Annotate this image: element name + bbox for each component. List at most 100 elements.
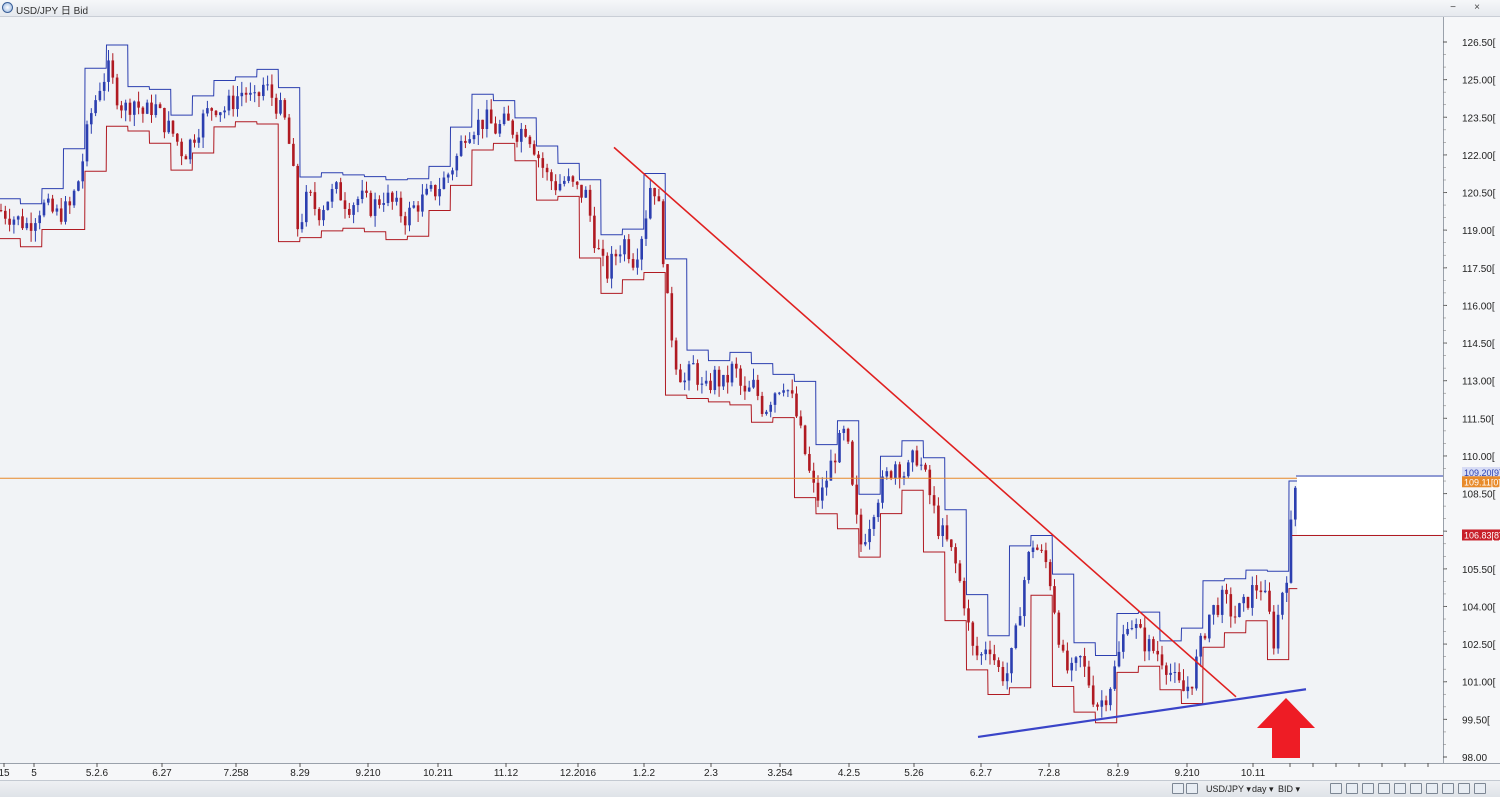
- candle-body: [240, 92, 244, 97]
- instrument-selector[interactable]: USD/JPY ▾: [1206, 784, 1251, 794]
- zoom-out-icon[interactable]: [1362, 783, 1374, 794]
- candle: [941, 518, 944, 547]
- candle-body: [373, 199, 377, 216]
- bid-price-label: 106.83[8]: [1464, 530, 1500, 540]
- candle: [171, 120, 175, 137]
- candle: [55, 204, 59, 216]
- scroll-left-icon[interactable]: [1172, 783, 1184, 794]
- candle-body: [1246, 596, 1250, 608]
- x-tick-label: 7.2.8: [1038, 768, 1061, 779]
- y-tick-label: 108.50[: [1462, 490, 1496, 501]
- candle-body: [640, 238, 643, 260]
- candle-body: [485, 109, 489, 129]
- zoom-in-icon[interactable]: [1346, 783, 1358, 794]
- candle-body: [468, 139, 471, 143]
- candle: [511, 119, 514, 139]
- candle-body: [111, 60, 115, 78]
- y-tick-label: 113.00[: [1462, 377, 1495, 388]
- candle-body: [107, 60, 110, 82]
- candle: [382, 192, 385, 212]
- candle: [747, 380, 751, 392]
- candle-body: [765, 411, 768, 414]
- candle-body: [1220, 589, 1224, 615]
- candle: [593, 206, 596, 253]
- candle-body: [747, 387, 751, 392]
- candle: [335, 181, 338, 194]
- candle: [640, 236, 643, 271]
- candle-body: [128, 102, 132, 115]
- x-tick-label: 6.2.7: [970, 768, 993, 779]
- close-button[interactable]: ×: [1474, 2, 1480, 13]
- crosshair-icon[interactable]: [1330, 783, 1342, 794]
- candle: [425, 183, 428, 196]
- candle-body: [756, 379, 760, 396]
- candle-body: [846, 428, 850, 442]
- candle: [524, 124, 527, 138]
- candle: [1294, 486, 1297, 527]
- candle-body: [924, 464, 927, 470]
- candle-body: [881, 476, 884, 503]
- candle: [386, 184, 390, 207]
- candle: [1044, 542, 1048, 569]
- candle-body: [197, 137, 201, 143]
- x-tick-label: 5.2.6: [86, 768, 109, 779]
- candle-body: [567, 176, 570, 181]
- candle: [451, 167, 454, 181]
- candle-body: [795, 393, 798, 417]
- candle: [412, 201, 416, 209]
- candle: [1100, 690, 1104, 718]
- candle-body: [829, 460, 833, 481]
- draw-tools-icon[interactable]: [1410, 783, 1422, 794]
- menu-icon[interactable]: [1474, 783, 1486, 794]
- candle-body: [743, 385, 747, 392]
- candle: [373, 192, 377, 227]
- candle-body: [739, 368, 742, 386]
- ask-price-label: 109.20[9]: [1464, 468, 1500, 478]
- candle: [885, 467, 889, 480]
- period-selector[interactable]: day ▾: [1252, 784, 1274, 794]
- candle-body: [584, 189, 588, 198]
- minimize-button[interactable]: −: [1450, 2, 1456, 13]
- candle: [1134, 618, 1138, 639]
- candle-body: [1199, 635, 1202, 657]
- candle: [722, 374, 725, 391]
- candle: [674, 337, 678, 375]
- candle-body: [21, 216, 24, 229]
- candle-body: [1079, 655, 1082, 658]
- candle: [821, 477, 824, 509]
- price-axis[interactable]: [1443, 17, 1500, 763]
- candle: [223, 106, 226, 119]
- print-icon[interactable]: [1458, 783, 1470, 794]
- candle: [1143, 617, 1147, 662]
- save-icon[interactable]: [1442, 783, 1454, 794]
- indicator-icon[interactable]: [1426, 783, 1438, 794]
- candle-body: [309, 191, 312, 193]
- candle: [937, 497, 940, 540]
- candle-body: [369, 192, 373, 216]
- candle-body: [696, 363, 699, 385]
- grid-icon[interactable]: [1378, 783, 1390, 794]
- candle: [954, 543, 957, 574]
- candle-body: [180, 141, 183, 157]
- candle: [244, 87, 248, 103]
- candle-body: [614, 253, 618, 257]
- candle-body: [408, 207, 411, 226]
- candle-body: [300, 222, 304, 230]
- scroll-right-icon[interactable]: [1186, 783, 1198, 794]
- candle: [726, 365, 729, 394]
- candle: [545, 163, 549, 181]
- candle: [300, 213, 304, 233]
- x-tick-label: 8.2.9: [1107, 768, 1130, 779]
- candle: [481, 119, 484, 139]
- candle-body: [313, 192, 317, 210]
- time-axis[interactable]: [0, 763, 1500, 781]
- candle: [876, 499, 880, 522]
- x-tick-label: 5.26: [904, 768, 924, 779]
- settings-icon[interactable]: [1394, 783, 1406, 794]
- side-selector[interactable]: BID ▾: [1278, 784, 1301, 794]
- candle-body: [1238, 603, 1241, 618]
- candle-body: [1048, 562, 1052, 587]
- candle: [855, 475, 858, 524]
- candle: [1165, 662, 1168, 685]
- candle-body: [644, 218, 648, 239]
